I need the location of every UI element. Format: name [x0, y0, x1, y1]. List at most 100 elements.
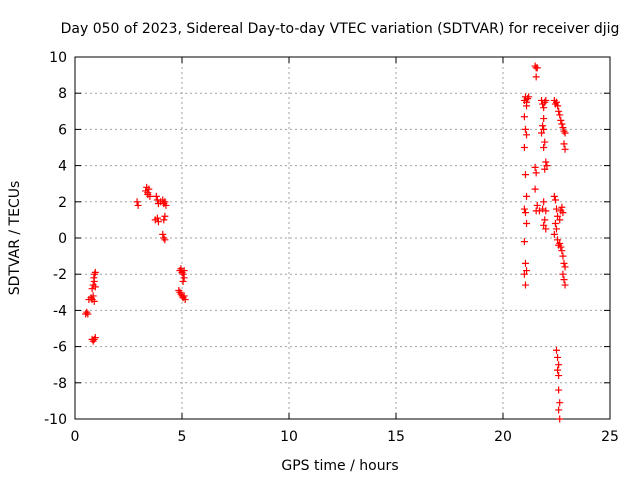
- data-point: [523, 102, 531, 110]
- x-tick-label: 0: [71, 429, 80, 445]
- data-point: [554, 366, 562, 374]
- data-point: [553, 98, 560, 106]
- y-axis-label: SDTVAR / TECUs: [7, 181, 23, 296]
- data-point: [555, 386, 563, 394]
- data-point: [542, 96, 550, 104]
- data-point: [520, 205, 528, 213]
- data-point: [181, 296, 189, 304]
- grid: [75, 57, 610, 419]
- data-point: [540, 115, 548, 123]
- y-tick-label: 8: [58, 86, 67, 102]
- y-tick-label: -2: [53, 267, 67, 283]
- data-point: [523, 131, 531, 139]
- data-point: [179, 270, 187, 278]
- data-point: [556, 239, 564, 247]
- data-point: [160, 234, 168, 242]
- data-point: [532, 207, 540, 215]
- data-point: [159, 230, 167, 238]
- data-point: [553, 346, 560, 354]
- data-point: [84, 310, 92, 318]
- data-point: [560, 140, 568, 148]
- data-point: [553, 205, 560, 213]
- data-point: [521, 125, 529, 133]
- data-point: [558, 247, 566, 255]
- y-tick-label: -10: [44, 412, 67, 428]
- data-point: [556, 399, 564, 407]
- data-point: [523, 192, 531, 200]
- data-point: [134, 201, 142, 209]
- data-point: [541, 138, 549, 146]
- data-point: [144, 191, 152, 199]
- data-point: [90, 297, 98, 305]
- data-point: [532, 169, 540, 177]
- data-point: [551, 196, 559, 204]
- data-point: [520, 238, 528, 246]
- data-point: [83, 308, 91, 316]
- data-point: [556, 111, 564, 119]
- data-point: [88, 285, 96, 293]
- data-point: [133, 198, 141, 206]
- data-point: [542, 225, 550, 233]
- data-point: [554, 212, 562, 220]
- data-point: [559, 270, 567, 278]
- data-point: [540, 144, 548, 151]
- data-point: [160, 216, 168, 224]
- data-point: [520, 270, 528, 278]
- data-point: [525, 93, 533, 101]
- x-tick-label: 5: [178, 429, 187, 445]
- data-point: [560, 127, 568, 135]
- data-point: [550, 230, 558, 238]
- data-point: [555, 372, 563, 380]
- y-tick-label: 0: [58, 231, 67, 247]
- data-point: [540, 221, 548, 229]
- data-point: [561, 129, 569, 137]
- axis-ticks: 0 5 10 15 20 25 -10 -8 -6 -4 -2 0 2 4 6 8 10: [44, 50, 619, 445]
- data-point: [90, 274, 98, 282]
- data-point: [532, 73, 540, 81]
- data-point: [521, 281, 529, 289]
- data-point: [555, 361, 563, 369]
- data-point: [533, 201, 541, 209]
- data-point: [520, 144, 528, 151]
- data-point: [558, 203, 566, 211]
- data-point: [555, 107, 563, 115]
- y-tick-label: -4: [53, 303, 67, 319]
- data-point: [523, 267, 531, 275]
- data-point: [557, 116, 565, 124]
- data-point: [533, 64, 541, 72]
- data-point: [161, 198, 169, 206]
- data-point: [531, 185, 539, 193]
- data-point: [555, 406, 563, 414]
- x-tick-label: 15: [387, 429, 405, 445]
- data-point: [554, 236, 562, 244]
- data-point: [561, 263, 569, 271]
- data-point: [539, 205, 547, 213]
- y-tick-label: -8: [53, 376, 67, 392]
- y-tick-label: -6: [53, 340, 67, 356]
- data-point: [540, 125, 548, 133]
- data-point: [561, 145, 569, 153]
- data-point: [521, 259, 529, 267]
- data-point: [153, 214, 161, 222]
- data-point: [559, 209, 567, 217]
- data-points: [82, 62, 569, 423]
- data-point: [162, 201, 170, 209]
- data-point: [91, 270, 99, 278]
- data-point: [154, 218, 162, 226]
- data-point: [91, 334, 99, 342]
- data-point: [542, 207, 550, 215]
- data-point: [558, 120, 566, 128]
- data-point: [556, 216, 564, 224]
- data-point: [541, 165, 549, 173]
- data-point: [538, 129, 546, 137]
- chart-title: Day 050 of 2023, Sidereal Day-to-day VTE…: [61, 21, 620, 37]
- data-point: [560, 259, 568, 267]
- data-point: [161, 212, 169, 220]
- y-tick-label: 4: [58, 159, 67, 175]
- y-tick-label: 2: [58, 195, 67, 211]
- data-point: [521, 171, 529, 179]
- data-point: [180, 274, 188, 282]
- y-tick-label: 6: [58, 122, 67, 138]
- data-point: [91, 283, 99, 291]
- data-point: [553, 225, 560, 233]
